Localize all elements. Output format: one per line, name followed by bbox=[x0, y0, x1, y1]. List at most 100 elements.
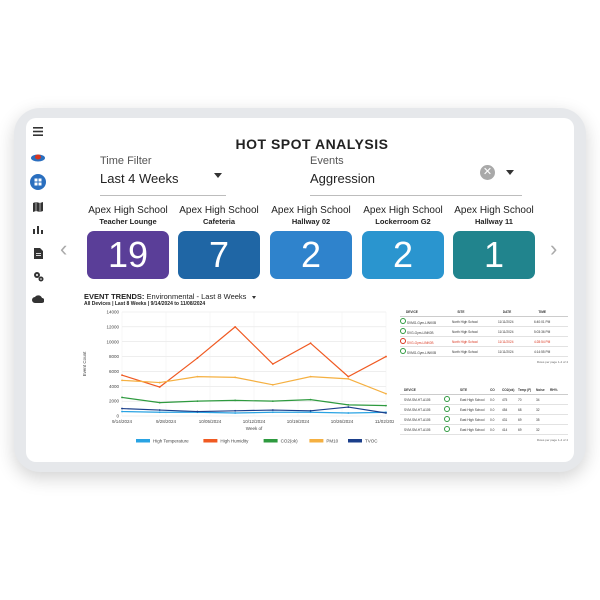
data-point bbox=[309, 411, 312, 414]
status-icon bbox=[400, 328, 406, 334]
legend-swatch bbox=[348, 439, 362, 443]
hotspot-card[interactable]: Apex High School Cafeteria 7 bbox=[178, 205, 260, 279]
noise-cell: 32 bbox=[536, 407, 540, 412]
column-header: Noise bbox=[536, 388, 545, 392]
data-point bbox=[347, 403, 350, 406]
hotspot-count: 7 bbox=[178, 231, 260, 279]
device-cell: SVMG-Gym-LINK0B bbox=[400, 348, 452, 355]
x-axis-label: Week of bbox=[246, 426, 263, 431]
data-point bbox=[121, 407, 123, 410]
chevron-right-icon[interactable]: › bbox=[550, 236, 558, 261]
co2-cell: 454 bbox=[502, 407, 508, 412]
dashboard-icon[interactable] bbox=[29, 173, 47, 191]
table-pagination[interactable]: Rows per page 1-4 of 4 bbox=[536, 438, 568, 442]
time-filter-label: Time Filter bbox=[100, 155, 152, 167]
hotspot-school: Apex High School bbox=[179, 205, 259, 216]
hotspot-card[interactable]: Apex High School Lockerroom G2 2 bbox=[362, 205, 444, 279]
device-cell: SVM-SM-HT-A105 bbox=[404, 407, 431, 412]
status-cell bbox=[444, 406, 460, 413]
device-cell: SVMG-Gym-LINK0B bbox=[400, 318, 452, 325]
events-table: DEVICE SITE DATE TIME SVMG-Gym-LINK0B Nor… bbox=[400, 308, 568, 364]
table-row[interactable]: SVM-SM-HT-A105 East High School 0.0 475 70 34 bbox=[400, 395, 568, 405]
hotspot-count: 1 bbox=[453, 231, 535, 279]
table-row[interactable]: SVMG-Gym-LINK0B North High School 11/11/20… bbox=[400, 317, 568, 327]
data-point bbox=[234, 399, 237, 402]
time-cell: 4:28:54 PM bbox=[534, 339, 551, 344]
status-icon bbox=[444, 396, 450, 402]
table-row[interactable]: SVM-SM-HT-A105 East High School 0.0 414 69 32 bbox=[400, 425, 568, 435]
data-point bbox=[234, 376, 237, 379]
menu-icon[interactable] bbox=[29, 122, 47, 140]
column-header: DEVICE bbox=[404, 388, 416, 392]
data-point bbox=[196, 357, 199, 359]
data-point bbox=[234, 325, 237, 328]
clear-icon[interactable]: ✕ bbox=[480, 165, 495, 180]
chevron-down-icon[interactable] bbox=[251, 295, 256, 299]
data-point bbox=[158, 381, 161, 384]
settings-icon[interactable] bbox=[29, 267, 47, 285]
series-line bbox=[121, 376, 387, 395]
analytics-icon[interactable] bbox=[29, 220, 47, 238]
x-tick-label: 11/02/2024 bbox=[375, 419, 394, 424]
site-cell: East High School bbox=[460, 427, 485, 432]
table-row[interactable]: SVG-Gym-LINK0B North High School 11/11/202… bbox=[400, 337, 568, 347]
chevron-left-icon[interactable]: ‹ bbox=[60, 236, 68, 261]
co2-cell: 414 bbox=[502, 427, 508, 432]
co-cell: 0.0 bbox=[490, 427, 495, 432]
status-cell bbox=[444, 426, 460, 433]
y-tick-label: 4000 bbox=[109, 384, 120, 389]
events-filter-value: Aggression bbox=[310, 171, 376, 186]
data-point bbox=[121, 410, 123, 413]
status-icon bbox=[444, 416, 450, 422]
date-cell: 11/11/2024 bbox=[498, 349, 514, 354]
device-cell: SVM-SM-HT-A105 bbox=[404, 427, 431, 432]
co-cell: 0.0 bbox=[490, 417, 495, 422]
co2-cell: 431 bbox=[502, 417, 508, 422]
hotspot-card[interactable]: Apex High School Hallway 02 2 bbox=[270, 205, 352, 279]
series-line bbox=[121, 326, 387, 388]
hotspot-school: Apex High School bbox=[271, 205, 351, 216]
date-cell: 11/11/2024 bbox=[498, 319, 514, 324]
x-tick-label: 10/26/2024 bbox=[331, 419, 354, 424]
status-icon bbox=[400, 318, 406, 324]
hotspot-location: Hallway 02 bbox=[291, 217, 331, 226]
series-line bbox=[121, 410, 387, 414]
data-point bbox=[121, 379, 123, 382]
device-cell: SVM-SM-HT-A105 bbox=[404, 417, 431, 422]
table-row[interactable]: SVG-Gym-LINK0B North High School 11/11/202… bbox=[400, 327, 568, 337]
map-icon[interactable] bbox=[29, 198, 47, 216]
trends-dropdown[interactable]: Environmental - Last 8 Weeks bbox=[146, 292, 247, 301]
chevron-down-icon[interactable] bbox=[506, 170, 514, 175]
legend-label: CO2(ok) bbox=[281, 439, 299, 444]
table-row[interactable]: SVMG-Gym-LINK0B North High School 11/11/20… bbox=[400, 347, 568, 357]
y-tick-label: 8000 bbox=[109, 354, 120, 359]
status-cell bbox=[444, 416, 460, 423]
data-point bbox=[234, 409, 237, 412]
temp-cell: 69 bbox=[518, 427, 522, 432]
cloud-icon[interactable] bbox=[29, 290, 47, 308]
table-row[interactable]: SVM-SM-HT-A105 East High School 0.0 454 68 32 bbox=[400, 405, 568, 415]
data-point bbox=[347, 412, 350, 414]
column-header: DATE bbox=[502, 310, 512, 314]
time-filter[interactable]: Time Filter Last 4 Weeks bbox=[100, 155, 226, 196]
legend-label: PM10 bbox=[326, 439, 338, 444]
table-pagination[interactable]: Rows per page 1-4 of 4 bbox=[536, 360, 568, 364]
table-row[interactable]: SVM-SM-HT-A105 East High School 0.0 431 69 35 bbox=[400, 415, 568, 425]
site-cell: North High School bbox=[452, 349, 478, 354]
hotspot-card[interactable]: Apex High School Hallway 11 1 bbox=[453, 205, 535, 279]
x-tick-label: 10/19/2024 bbox=[287, 419, 310, 424]
temp-cell: 68 bbox=[518, 407, 522, 412]
events-filter[interactable]: Events Aggression ✕ bbox=[310, 155, 522, 196]
column-header: Temp (F) bbox=[518, 388, 532, 392]
x-tick-label: 10/05/2024 bbox=[199, 419, 222, 424]
hotspot-card[interactable]: Apex High School Teacher Lounge 19 bbox=[87, 205, 169, 279]
legend-label: TVOC bbox=[365, 439, 378, 444]
data-point bbox=[271, 400, 274, 403]
sensor-table: DEVICE SITE CO CO2(ok) Temp (F) Noise RH… bbox=[400, 386, 568, 442]
chevron-down-icon[interactable] bbox=[214, 173, 222, 178]
reports-icon[interactable] bbox=[29, 244, 47, 262]
site-cell: East High School bbox=[460, 397, 485, 402]
date-cell: 11/11/2024 bbox=[498, 339, 514, 344]
data-point bbox=[309, 398, 312, 401]
data-point bbox=[385, 404, 387, 407]
